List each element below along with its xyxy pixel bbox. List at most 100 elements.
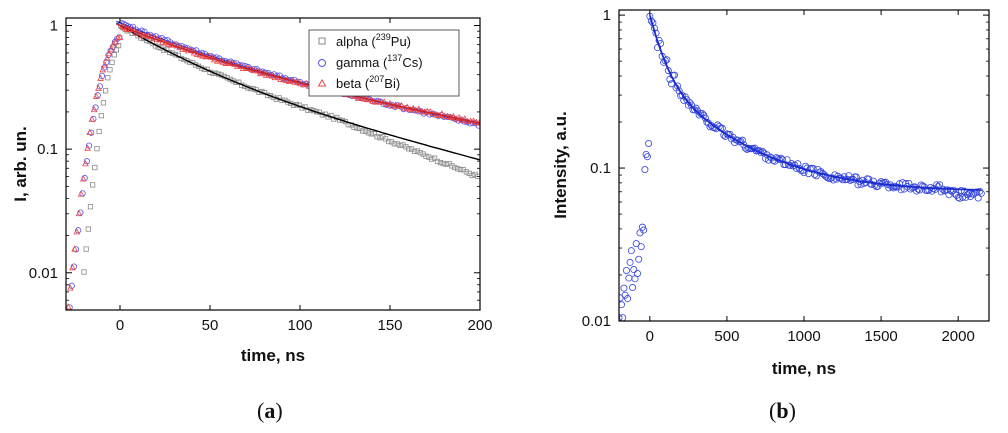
- data-point: [205, 52, 212, 59]
- panel-a-caption: (a): [257, 398, 283, 423]
- data-point: [757, 149, 765, 157]
- data-point: [976, 187, 984, 195]
- data-point: [434, 158, 441, 165]
- data-point: [303, 80, 310, 87]
- data-point: [87, 204, 94, 210]
- data-point: [643, 153, 651, 161]
- panel-b-caption-letter: b: [776, 398, 788, 423]
- panel-b-y-tick-label: 0.01: [582, 313, 611, 330]
- data-point: [360, 128, 366, 134]
- data-point: [149, 40, 155, 46]
- data-point: [100, 100, 107, 106]
- data-point: [112, 38, 120, 45]
- data-point: [66, 284, 74, 291]
- data-point: [385, 138, 392, 145]
- data-point: [391, 141, 397, 147]
- data-point: [619, 301, 625, 309]
- data-point: [103, 88, 109, 94]
- data-point: [371, 131, 377, 137]
- data-point: [365, 130, 372, 136]
- data-point: [75, 209, 83, 217]
- fit-line-0: [116, 22, 480, 161]
- data-point: [701, 114, 709, 122]
- data-point: [380, 98, 388, 105]
- panel-a-caption-close: ): [275, 398, 282, 423]
- data-point: [629, 284, 637, 292]
- legend-entry-gamma: gamma (137Cs): [318, 53, 423, 70]
- data-point: [406, 146, 412, 152]
- panel-a-x-tick-label: 50: [202, 317, 219, 334]
- data-point: [84, 144, 91, 151]
- data-point: [362, 128, 369, 134]
- data-point: [66, 303, 72, 310]
- data-point: [674, 82, 682, 90]
- data-point: [423, 153, 429, 159]
- panel-a-y-tick-label: 0.1: [37, 141, 58, 158]
- legend-marker-square: [318, 37, 326, 45]
- panel-b-y-tick-label: 1: [603, 7, 611, 24]
- data-point: [426, 108, 434, 115]
- legend-entry-beta: beta (207Bi): [317, 74, 400, 91]
- data-point: [950, 186, 958, 194]
- panel-a-x-tick-label: 0: [116, 317, 124, 334]
- legend-entry-alpha: alpha (239Pu): [318, 32, 411, 49]
- panel-a-y-axis-title: I, arb. un.: [11, 126, 30, 202]
- data-point: [695, 111, 703, 119]
- data-point: [637, 243, 645, 251]
- data-point: [869, 177, 877, 185]
- data-point: [432, 155, 438, 161]
- series-2: [66, 22, 480, 310]
- data-point: [73, 228, 81, 235]
- data-point: [184, 58, 190, 64]
- panel-b-caption-close: ): [789, 398, 796, 423]
- panel-a-legend: alpha (239Pu) gamma (137Cs) beta (207Bi): [308, 29, 460, 97]
- panel-a-x-axis-title: time, ns: [241, 346, 305, 365]
- panel-b-y-tick-label: 0.1: [590, 160, 611, 177]
- legend-label-beta-base: beta (: [336, 76, 370, 91]
- data-point: [105, 75, 111, 81]
- panel-b-caption: (b): [769, 398, 796, 423]
- legend-label-beta: beta (207Bi): [336, 74, 400, 91]
- data-point: [449, 112, 457, 120]
- data-point: [69, 264, 76, 271]
- panel-b-chart: 0 500 1000 1500 2000 0.01 0.1 1 time, ns Intens…: [551, 7, 990, 423]
- data-point: [626, 258, 634, 266]
- data-point: [957, 186, 965, 194]
- data-point: [99, 66, 107, 73]
- legend-marker-circle: [318, 59, 326, 67]
- legend-label-alpha: alpha (239Pu): [336, 32, 411, 49]
- data-point: [377, 135, 383, 141]
- data-point: [632, 240, 640, 248]
- data-point: [620, 284, 628, 292]
- data-point: [110, 40, 117, 47]
- data-point: [619, 314, 627, 321]
- data-point: [96, 83, 103, 90]
- data-point: [397, 142, 403, 148]
- data-point: [130, 26, 138, 33]
- data-point: [96, 128, 102, 135]
- data-point: [411, 148, 418, 154]
- data-point: [81, 269, 87, 275]
- data-point: [449, 163, 455, 169]
- panel-a-frame: [65, 17, 481, 311]
- data-point: [70, 263, 78, 270]
- data-point: [641, 166, 649, 174]
- panel-a-plot-area: [66, 19, 480, 310]
- data-point: [107, 67, 113, 73]
- data-point: [440, 160, 446, 167]
- legend-label-gamma-base: gamma (: [336, 55, 388, 70]
- data-point: [374, 134, 380, 140]
- data-point: [66, 304, 73, 310]
- data-point: [443, 161, 449, 167]
- data-point: [172, 52, 179, 58]
- data-point: [181, 56, 187, 63]
- data-point: [831, 171, 839, 179]
- data-point: [624, 295, 632, 303]
- data-point: [105, 50, 113, 57]
- data-point: [635, 255, 643, 263]
- data-point: [111, 52, 117, 58]
- panel-b-x-tick-label: 0: [646, 328, 654, 345]
- data-point: [85, 226, 91, 232]
- legend-label-beta-rest: Bi): [384, 76, 400, 91]
- data-point: [417, 150, 423, 156]
